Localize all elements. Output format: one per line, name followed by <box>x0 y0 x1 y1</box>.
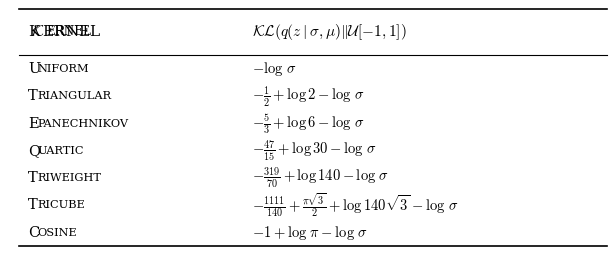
Text: $\mathcal{K}$ERNEL: $\mathcal{K}$ERNEL <box>31 24 102 39</box>
Text: $-\frac{1111}{140}+\frac{\pi\sqrt{3}}{2}+\log 140\sqrt{3}-\log\,\sigma$: $-\frac{1111}{140}+\frac{\pi\sqrt{3}}{2}… <box>252 191 458 219</box>
Text: $-\frac{47}{15}+\log 30-\log\,\sigma$: $-\frac{47}{15}+\log 30-\log\,\sigma$ <box>252 139 376 163</box>
Text: E: E <box>28 117 39 131</box>
Text: $-1+\log\,\pi-\log\,\sigma$: $-1+\log\,\pi-\log\,\sigma$ <box>252 224 368 242</box>
Text: U: U <box>28 62 41 76</box>
Text: UARTIC: UARTIC <box>37 146 84 156</box>
Text: Q: Q <box>28 144 41 158</box>
Text: C: C <box>28 226 39 240</box>
Text: K: K <box>28 25 40 39</box>
Text: $-\frac{1}{2}+\log 2-\log\,\sigma$: $-\frac{1}{2}+\log 2-\log\,\sigma$ <box>252 84 364 109</box>
Text: RIANGULAR: RIANGULAR <box>37 91 112 101</box>
Text: $-\log\,\sigma$: $-\log\,\sigma$ <box>252 60 297 78</box>
Text: OSINE: OSINE <box>37 228 77 238</box>
Text: RICUBE: RICUBE <box>37 200 85 210</box>
Text: T: T <box>28 198 38 212</box>
Text: NIFORM: NIFORM <box>37 64 90 74</box>
Text: T: T <box>28 89 38 103</box>
Text: $\mathcal{KL}\left(q(z\mid\sigma,\mu)\|\mathcal{U}[-1,1]\right)$: $\mathcal{KL}\left(q(z\mid\sigma,\mu)\|\… <box>252 22 406 42</box>
Text: RIWEIGHT: RIWEIGHT <box>37 173 102 183</box>
Text: $-\frac{319}{70}+\log 140-\log\,\sigma$: $-\frac{319}{70}+\log 140-\log\,\sigma$ <box>252 166 389 190</box>
Text: ERNEL: ERNEL <box>46 25 91 38</box>
Text: $-\frac{5}{3}+\log 6-\log\,\sigma$: $-\frac{5}{3}+\log 6-\log\,\sigma$ <box>252 112 364 136</box>
Text: T: T <box>28 171 38 185</box>
Text: PANECHNIKOV: PANECHNIKOV <box>37 119 129 129</box>
